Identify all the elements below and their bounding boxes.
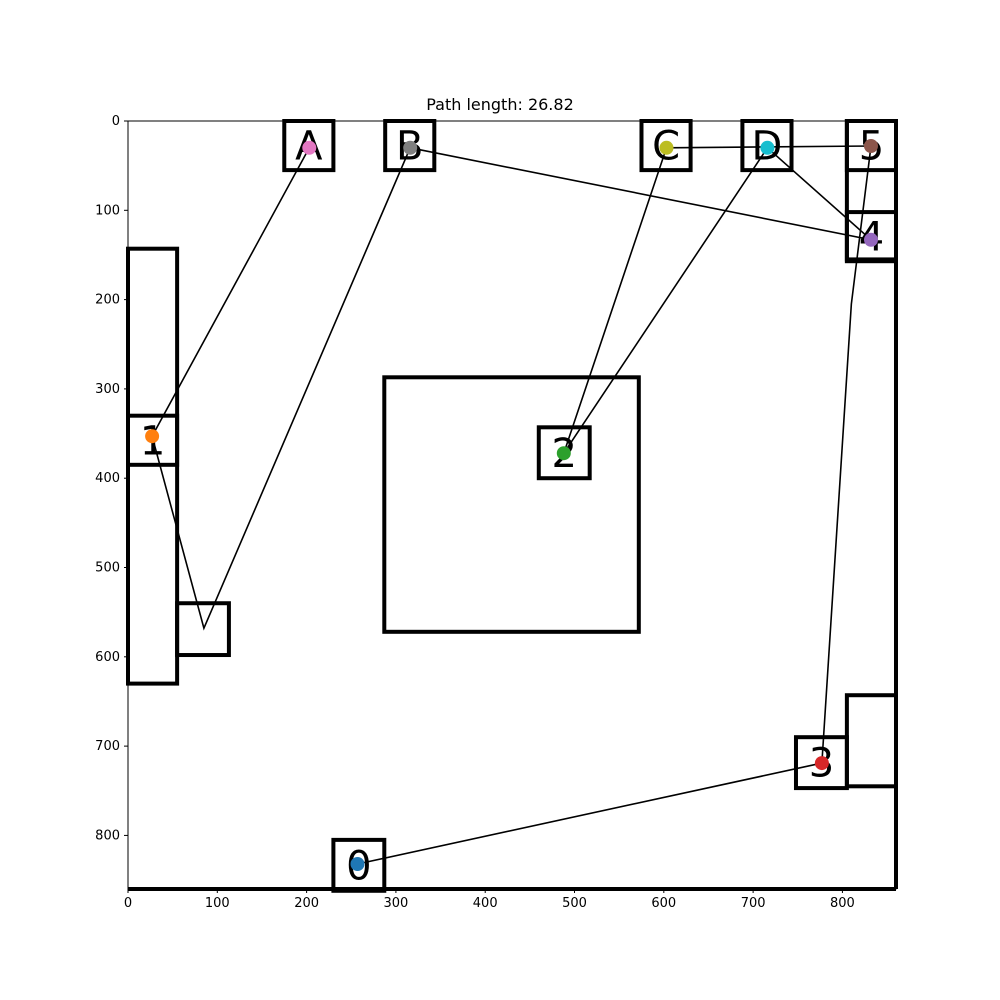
x-tick-label: 500 [562,896,587,911]
x-tick-label: 0 [124,896,132,911]
chart-title: Path length: 26.82 [426,95,574,114]
path-line [151,145,874,865]
path-point [556,446,571,461]
path-point [863,232,878,247]
path-point [145,429,160,444]
x-tick-label: 600 [651,896,676,911]
path-point [863,139,878,154]
y-tick-label: 0 [112,114,120,129]
y-tick-label: 200 [95,293,120,308]
path-point [659,140,674,155]
axes-frame [127,120,897,890]
node-box [536,425,592,481]
y-tick-label: 100 [95,203,120,218]
x-tick-label: 400 [473,896,498,911]
path-point [403,140,418,155]
path-point [350,856,365,871]
x-tick-label: 200 [294,896,319,911]
x-tick-label: 300 [383,896,408,911]
x-tick-label: 800 [830,896,855,911]
path-point [814,756,829,771]
y-tick-label: 800 [95,828,120,843]
node-box [793,735,849,791]
obstacle-box [175,601,231,658]
y-tick-label: 300 [95,382,120,397]
path-point [760,140,775,155]
obstacle-box [382,375,641,634]
y-tick-label: 500 [95,561,120,576]
x-tick-label: 700 [741,896,766,911]
obstacle-box [844,693,899,789]
y-tick-label: 700 [95,739,120,754]
x-tick-label: 100 [205,896,230,911]
y-tick-label: 400 [95,471,120,486]
path-point [302,140,317,155]
y-tick-label: 600 [95,650,120,665]
